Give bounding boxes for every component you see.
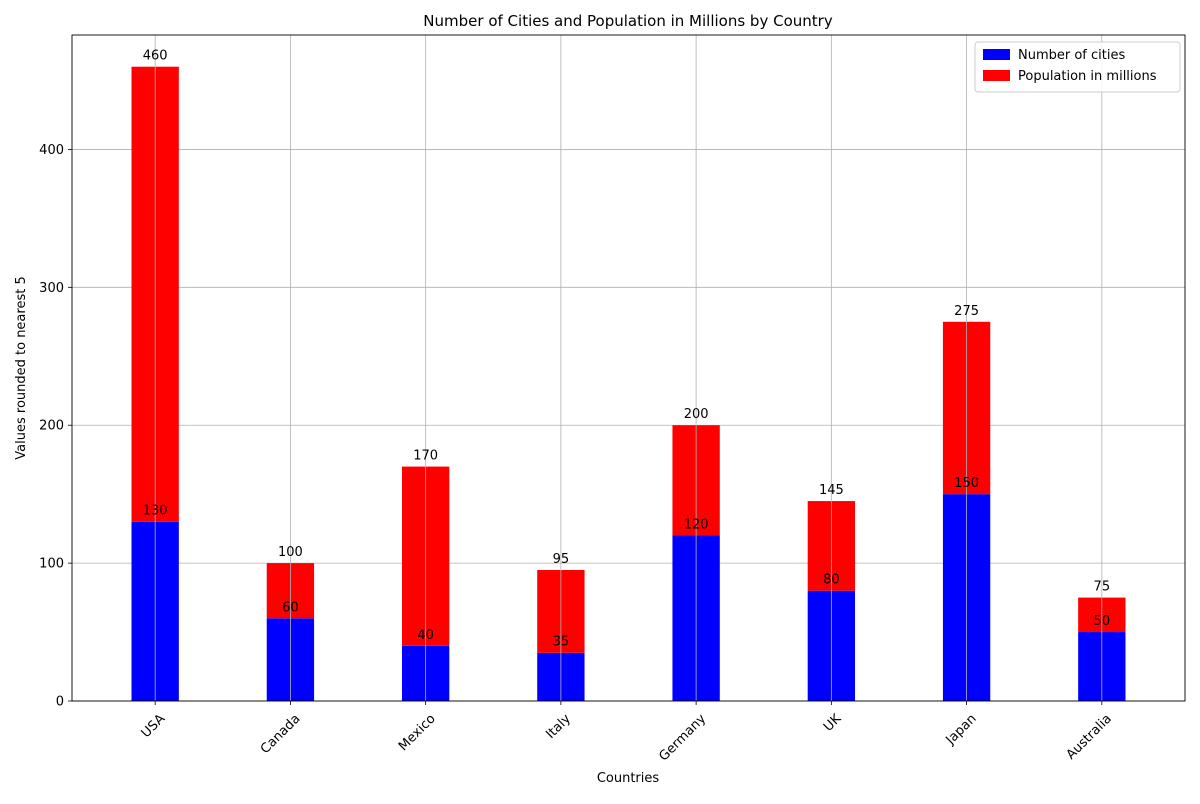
bar-label-cities: 60 bbox=[282, 600, 299, 615]
bars bbox=[131, 66, 1126, 701]
y-axis-label: Values rounded to nearest 5 bbox=[14, 276, 29, 459]
x-tick-label: Germany bbox=[656, 711, 709, 764]
bar-label-total: 200 bbox=[684, 407, 709, 422]
x-tick-label: Italy bbox=[543, 711, 574, 742]
bar-label-cities: 50 bbox=[1094, 614, 1111, 629]
x-tick-label: Japan bbox=[943, 711, 980, 748]
bar-labels: 130 460 60 100 40 170 35 95 120 200 80 145 150 275 50 7… bbox=[143, 49, 1110, 650]
legend-swatch bbox=[983, 70, 1010, 81]
bar-label-cities: 150 bbox=[954, 476, 979, 491]
bar-label-total: 100 bbox=[278, 545, 303, 560]
legend-box bbox=[974, 41, 1181, 93]
x-tick-label: Mexico bbox=[396, 711, 439, 754]
x-tick-label: UK bbox=[821, 711, 845, 735]
legend: Number of cities Population in millions bbox=[974, 41, 1181, 93]
legend-swatch bbox=[983, 49, 1010, 60]
bar-label-total: 460 bbox=[143, 49, 168, 64]
x-tick-label: Australia bbox=[1064, 711, 1115, 762]
plot-frame bbox=[71, 34, 1186, 702]
bar-label-cities: 120 bbox=[684, 518, 709, 533]
y-tick-label: 400 bbox=[39, 143, 64, 158]
x-axis-label: Countries bbox=[597, 771, 660, 786]
bar-label-total: 170 bbox=[413, 449, 438, 464]
vertical-grid-lines bbox=[154, 35, 1103, 701]
legend-label: Number of cities bbox=[1018, 48, 1125, 63]
grid-lines bbox=[72, 149, 1185, 702]
axes: 0 100 200 300 400 USA Canada Mexico Italy Germany… bbox=[39, 34, 1186, 764]
legend-label: Population in millions bbox=[1018, 69, 1157, 84]
bar-label-total: 75 bbox=[1094, 580, 1111, 595]
bar-label-cities: 80 bbox=[823, 573, 840, 588]
x-tick-label: USA bbox=[139, 711, 169, 741]
y-tick-label: 0 bbox=[56, 695, 64, 710]
x-tick-label: Canada bbox=[258, 711, 304, 757]
y-tick-label: 100 bbox=[39, 557, 64, 572]
bar-label-total: 275 bbox=[954, 304, 979, 319]
bar-label-cities: 35 bbox=[553, 635, 570, 650]
chart-title: Number of Cities and Population in Milli… bbox=[423, 12, 833, 30]
bar-label-total: 145 bbox=[819, 483, 844, 498]
y-tick-label: 300 bbox=[39, 281, 64, 296]
y-tick-label: 200 bbox=[39, 419, 64, 434]
bar-label-cities: 40 bbox=[417, 628, 434, 643]
bar-label-total: 95 bbox=[553, 552, 570, 567]
bar-label-cities: 130 bbox=[143, 504, 168, 519]
